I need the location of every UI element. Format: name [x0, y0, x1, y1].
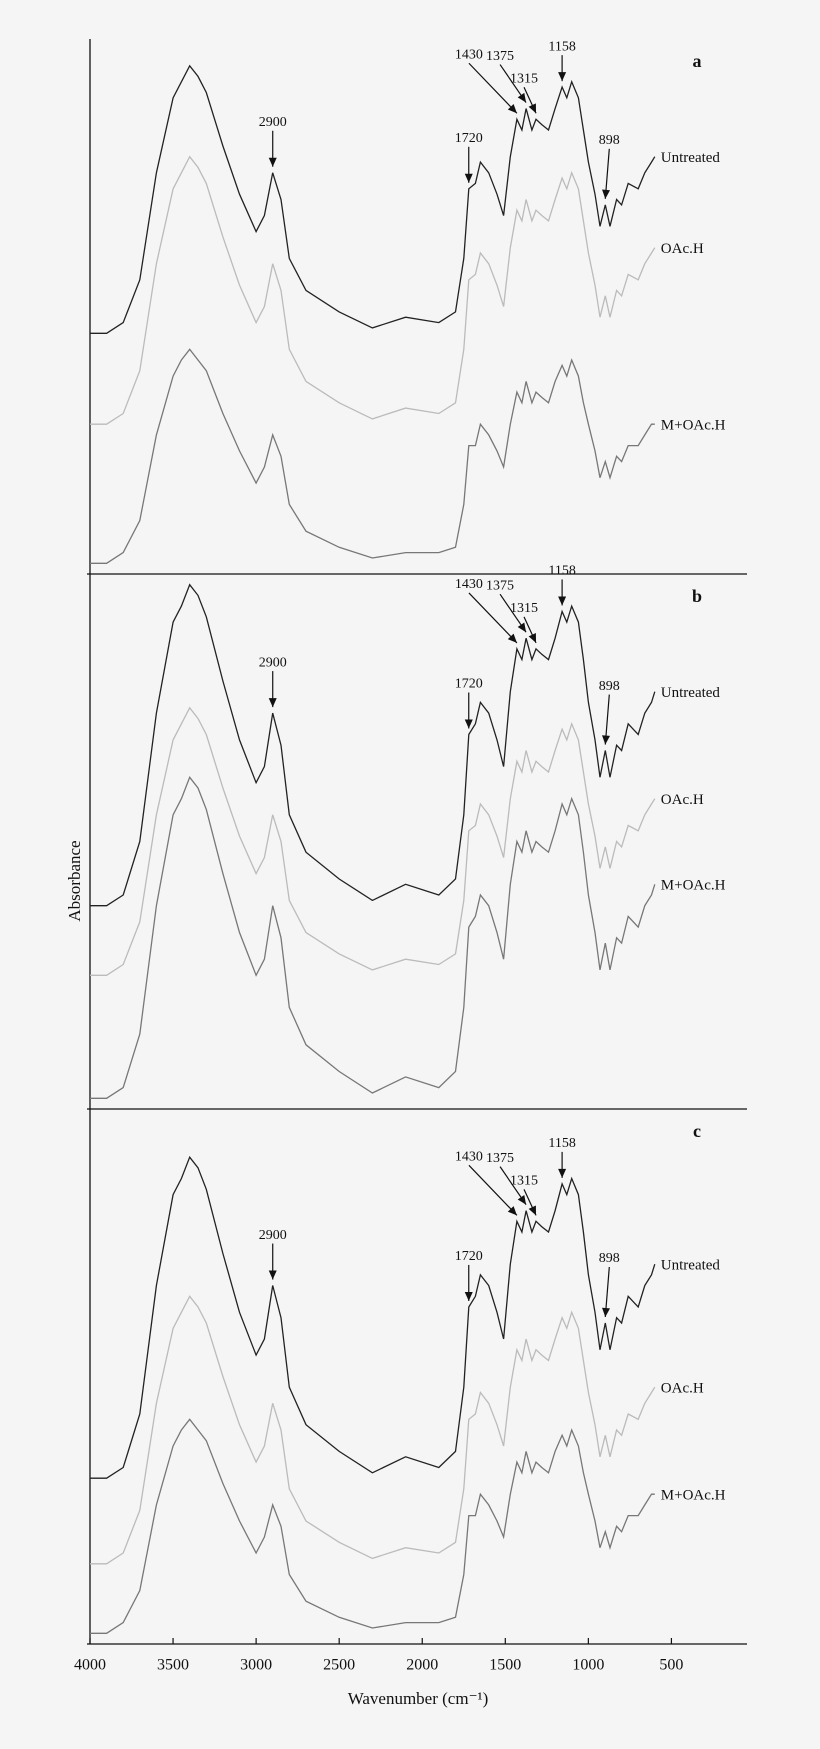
annotation-label: 898 — [599, 133, 620, 148]
arrow-head — [507, 633, 517, 643]
y-axis-label: Absorbance — [65, 840, 84, 921]
series-label: M+OAc.H — [661, 878, 726, 894]
spectrum-line — [90, 1155, 656, 1479]
spectrum-line — [90, 775, 656, 1099]
series-label: M+OAc.H — [661, 1488, 726, 1504]
series-label: Untreated — [661, 1258, 721, 1274]
annotation-label: 1315 — [510, 71, 538, 86]
arrow-head — [517, 92, 527, 103]
annotation-label: 1430 — [455, 47, 483, 62]
annotation-label: 1720 — [455, 677, 483, 692]
arrow-head — [464, 1291, 473, 1301]
x-tick-label: 3500 — [157, 1657, 189, 1674]
annotation-label: 1315 — [510, 1174, 538, 1189]
arrow-head — [268, 1270, 277, 1280]
spectrum-line — [90, 1295, 656, 1565]
series-label: OAc.H — [661, 792, 704, 808]
arrow-head — [528, 1205, 537, 1216]
panel-label: c — [693, 1121, 701, 1141]
panel-label: b — [692, 586, 702, 606]
arrow-head — [517, 1194, 527, 1205]
annotation-label: 1375 — [486, 49, 514, 64]
arrow-head — [507, 1206, 517, 1216]
arrow-head — [464, 719, 473, 729]
annotation-label: 1375 — [486, 578, 514, 593]
x-tick-label: 1000 — [572, 1657, 604, 1674]
arrow-head — [602, 1307, 611, 1317]
arrow-head — [558, 1168, 567, 1178]
series-label: Untreated — [661, 685, 721, 701]
annotation-label: 1720 — [455, 131, 483, 146]
series-label: OAc.H — [661, 1381, 704, 1397]
arrow-head — [528, 633, 537, 643]
series-label: OAc.H — [661, 241, 704, 257]
spectrum-line — [90, 348, 655, 564]
x-tick-label: 500 — [659, 1657, 683, 1674]
annotation-arrow — [468, 62, 518, 114]
series-label: Untreated — [661, 150, 721, 166]
annotation-arrow — [468, 1164, 518, 1216]
x-tick-label: 4000 — [74, 1657, 106, 1674]
annotation-label: 1315 — [510, 601, 538, 616]
annotation-label: 1158 — [548, 39, 575, 54]
annotation-label: 1158 — [548, 564, 575, 579]
arrow-head — [517, 622, 527, 633]
annotation-label: 898 — [599, 679, 620, 694]
spectrum-line — [90, 64, 656, 334]
annotation-label: 2900 — [259, 115, 287, 130]
annotation-label: 1430 — [455, 577, 483, 592]
spectrum-line — [90, 1418, 655, 1634]
arrow-head — [558, 72, 567, 82]
spectrum-line — [90, 155, 656, 425]
arrow-head — [268, 698, 277, 708]
annotation-label: 2900 — [259, 655, 287, 670]
spectrum-line — [90, 706, 656, 976]
arrow-head — [507, 103, 517, 114]
arrow-head — [602, 189, 611, 199]
panel-label: a — [693, 51, 702, 71]
annotation-label: 898 — [599, 1251, 620, 1266]
arrow-head — [558, 596, 567, 606]
x-tick-label: 3000 — [240, 1657, 272, 1674]
annotation-label: 1720 — [455, 1249, 483, 1264]
annotation-label: 2900 — [259, 1228, 287, 1243]
series-label: M+OAc.H — [661, 418, 726, 434]
annotation-label: 1430 — [455, 1150, 483, 1165]
arrow-head — [268, 157, 277, 167]
arrow-head — [464, 173, 473, 183]
x-tick-label: 2000 — [406, 1657, 438, 1674]
x-axis-label: Wavenumber (cm⁻¹) — [348, 1689, 489, 1708]
arrow-head — [528, 103, 537, 114]
annotation-label: 1375 — [486, 1151, 514, 1166]
arrow-head — [602, 735, 611, 745]
x-tick-label: 2500 — [323, 1657, 355, 1674]
x-tick-label: 1500 — [489, 1657, 521, 1674]
annotation-label: 1158 — [548, 1136, 575, 1151]
annotation-arrow — [468, 592, 518, 644]
spectrum-line — [90, 583, 656, 907]
